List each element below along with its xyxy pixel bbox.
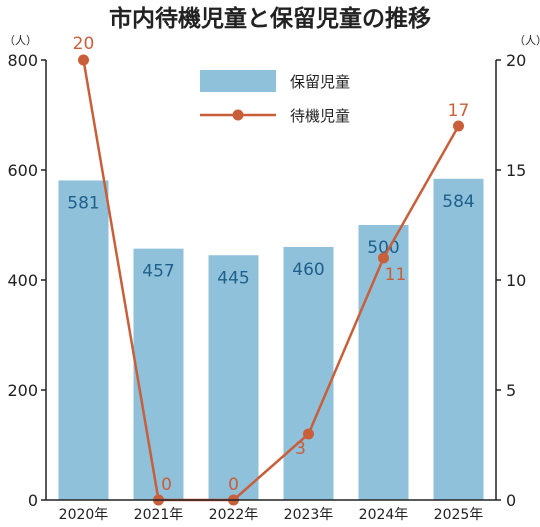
line-value-label: 11 — [385, 265, 407, 285]
left-axis-unit: （人） — [4, 34, 37, 47]
line-series: 20 0 0 3 11 17 — [73, 34, 470, 506]
bar — [133, 248, 184, 500]
line-point — [78, 54, 89, 66]
line-point — [303, 428, 314, 440]
bar — [58, 180, 109, 500]
left-tick-label: 600 — [7, 161, 38, 180]
right-tick-label: 15 — [506, 161, 526, 180]
right-tick-label: 0 — [506, 491, 516, 510]
category-label: 2023年 — [284, 507, 334, 523]
bar-value-label: 445 — [217, 268, 249, 288]
bar-value-label: 584 — [442, 192, 474, 212]
line-point — [378, 252, 389, 264]
right-tick-label: 10 — [506, 271, 526, 290]
line-value-label: 3 — [295, 439, 306, 459]
line-value-label: 0 — [161, 475, 172, 495]
line-value-label: 0 — [228, 475, 239, 495]
category-label: 2021年 — [134, 507, 184, 523]
bar-value-label: 457 — [142, 262, 174, 282]
right-axis-unit: （人） — [514, 34, 540, 47]
category-label: 2024年 — [359, 507, 409, 523]
bar — [208, 255, 259, 500]
category-label: 2022年 — [209, 507, 259, 523]
category-label: 2020年 — [59, 507, 109, 523]
bar-value-label: 460 — [292, 260, 324, 280]
category-label: 2025年 — [434, 507, 484, 523]
left-tick-label: 200 — [7, 381, 38, 400]
line-path — [82, 59, 460, 502]
left-tick-label: 400 — [7, 271, 38, 290]
right-tick-label: 5 — [506, 381, 516, 400]
axes: 0 200 400 600 800 0 5 10 15 20 2020年 2021年 2022年 2023… — [7, 51, 526, 523]
legend-bar-swatch — [200, 70, 276, 92]
line-value-label: 17 — [448, 101, 470, 121]
legend-bar-label: 保留児童 — [290, 73, 350, 91]
chart-title: 市内待機児童と保留児童の推移 — [109, 5, 431, 32]
left-tick-label: 800 — [7, 51, 38, 70]
legend-line-marker — [232, 109, 244, 121]
bar — [433, 178, 484, 501]
left-tick-label: 0 — [28, 491, 38, 510]
line-point — [453, 120, 464, 132]
bar — [283, 247, 334, 500]
legend-line-label: 待機児童 — [290, 107, 350, 125]
right-tick-label: 20 — [506, 51, 526, 70]
bar — [358, 225, 409, 500]
bar-value-label: 581 — [67, 193, 99, 213]
line-value-label: 20 — [73, 34, 95, 54]
